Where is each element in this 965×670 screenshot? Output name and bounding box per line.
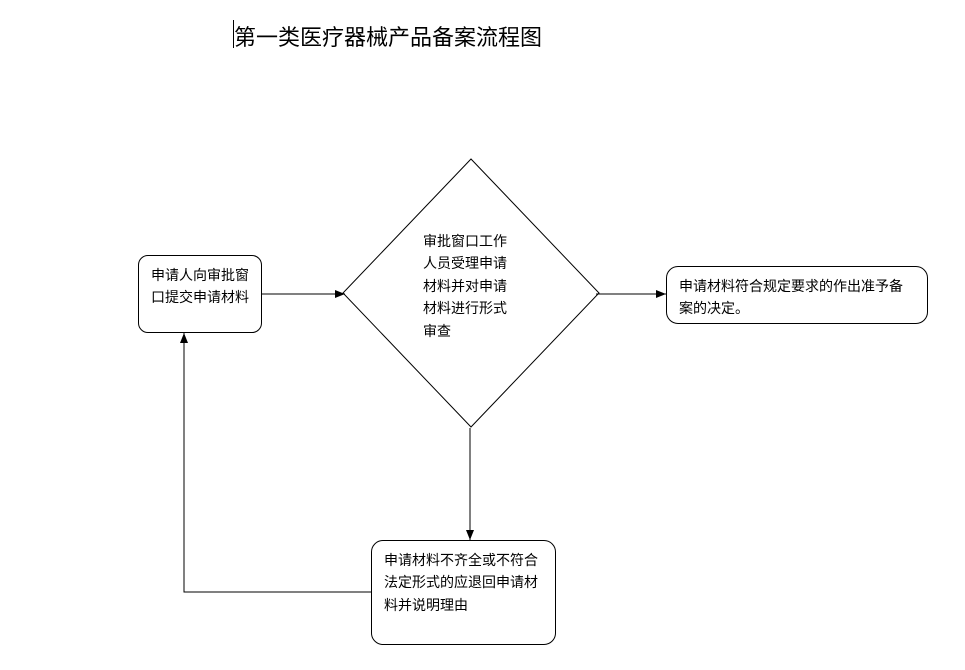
flow-node-approve-label: 申请材料符合规定要求的作出准予备案的决定。	[679, 280, 903, 317]
flow-node-submit-label: 申请人向审批窗口提交申请材料	[151, 269, 249, 306]
flow-node-review-label: 审批窗口工作人员受理申请材料并对申请材料进行形式审查	[423, 232, 519, 344]
flow-node-review: 审批窗口工作人员受理申请材料并对申请材料进行形式审查	[342, 158, 600, 428]
flow-node-return: 申请材料不齐全或不符合法定形式的应退回申请材料并说明理由	[371, 540, 556, 645]
flow-node-approve: 申请材料符合规定要求的作出准予备案的决定。	[666, 266, 928, 324]
page-title: 第一类医疗器械产品备案流程图	[234, 20, 542, 52]
flow-node-submit: 申请人向审批窗口提交申请材料	[138, 255, 262, 333]
flow-node-return-label: 申请材料不齐全或不符合法定形式的应退回申请材料并说明理由	[384, 554, 538, 614]
